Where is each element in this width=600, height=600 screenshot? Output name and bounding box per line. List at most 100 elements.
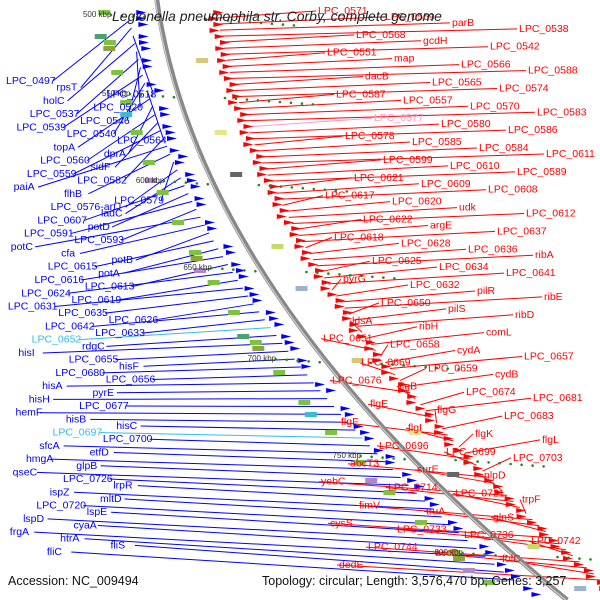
callout-line-right (499, 558, 594, 575)
plus-strand-gene (269, 184, 280, 189)
plus-strand-gene (274, 196, 285, 201)
callout-line-right (312, 248, 467, 261)
scale-mark-label: 750 kbp (333, 451, 362, 460)
gene-label-left: LPC_0579 (114, 194, 164, 206)
gene-label-right: udk (459, 202, 477, 214)
gene-label-left: cfa (61, 247, 75, 259)
gene-label-right: LPC_0571 (318, 5, 368, 17)
plus-strand-gene (279, 208, 290, 213)
gene-label-right: pilS (448, 303, 466, 315)
gene-label-right: argE (430, 219, 452, 231)
callout-line-right (291, 213, 525, 224)
callout-line-left (146, 90, 165, 141)
minus-strand-gene (523, 586, 534, 591)
callout-line-left (134, 544, 504, 573)
callout-line-right (324, 266, 438, 279)
minus-strand-gene (297, 358, 308, 363)
accession-text: Accession: NC_009494 (8, 574, 139, 588)
gene-label-left: LPC_0564 (117, 135, 167, 147)
callout-line-left (90, 418, 349, 423)
feature-block (415, 520, 427, 525)
callout-line-left (39, 412, 341, 415)
gene-label-left: LPC_0631 (8, 301, 58, 313)
gene-label-right: LPC_0617 (325, 190, 375, 202)
callout-line-left (70, 200, 193, 235)
callout-line-left (77, 98, 151, 148)
minus-strand-gene (142, 64, 153, 69)
gene-label-right: pyrG (343, 273, 366, 285)
minus-strand-gene (205, 220, 215, 225)
feature-block (144, 178, 157, 183)
gene-label-left: LPC_0626 (109, 314, 159, 326)
gene-label-right: flgL (542, 434, 559, 446)
callout-line-right (370, 332, 485, 345)
callout-line-left (149, 438, 370, 447)
plus-strand-gene (267, 190, 278, 195)
plus-strand-gene (229, 82, 240, 87)
feature-block (189, 250, 202, 255)
plus-strand-gene (284, 220, 294, 225)
gene-label-left: glpB (76, 460, 97, 472)
gene-label-left: lspE (87, 506, 107, 518)
minus-strand-gene (138, 40, 149, 45)
gene-label-right: LPC_0636 (468, 243, 518, 255)
minus-strand-gene (274, 322, 285, 327)
plus-strand-gene (313, 274, 324, 279)
callout-line-right (338, 421, 448, 436)
plus-strand-gene (539, 532, 550, 537)
callout-line-right (305, 236, 333, 249)
gene-label-right: ribA (535, 249, 554, 261)
plus-strand-gene (327, 292, 338, 297)
plus-strand-gene (237, 118, 248, 123)
plus-strand-gene (349, 322, 360, 327)
gene-label-right: LPC_0699 (446, 446, 496, 458)
feature-block (94, 34, 107, 39)
plus-strand-gene (372, 352, 383, 357)
gene-label-right: LPC_0583 (537, 106, 587, 118)
gene-label-right: map (394, 53, 415, 65)
plus-strand-gene (291, 226, 302, 231)
callout-line-left (140, 425, 356, 431)
gene-label-left: rdgC (82, 340, 105, 352)
plus-strand-gene (276, 214, 287, 219)
gene-label-left: LPC_0680 (55, 367, 105, 379)
plus-strand-gene (444, 442, 455, 447)
plus-strand-gene (213, 22, 224, 27)
feature-block (298, 400, 311, 405)
gene-label-left: LPC_0560 (40, 155, 90, 167)
callout-line-right (267, 165, 449, 176)
minus-strand-gene (223, 244, 234, 249)
minus-strand-gene (407, 478, 418, 483)
minus-strand-gene (385, 454, 396, 459)
gene-label-right: LPC_0589 (517, 166, 567, 178)
callout-line-right (482, 457, 512, 472)
callout-line-left (125, 177, 182, 215)
callout-line-right (223, 40, 422, 49)
plus-strand-gene (365, 340, 376, 345)
gene-label-right: pilR (477, 285, 496, 297)
callout-line-left (100, 465, 401, 478)
callout-line-right (226, 52, 326, 61)
minus-strand-gene (165, 130, 176, 135)
gene-label-right: flgK (475, 428, 493, 440)
gene-label-left: LPC_0518 (107, 88, 157, 100)
minus-strand-gene (159, 106, 170, 111)
plus-strand-gene (493, 484, 504, 489)
callout-line-left (78, 327, 271, 341)
minus-strand-gene (429, 502, 440, 507)
gene-label-right: LPC_0542 (490, 41, 540, 53)
plus-strand-gene (425, 418, 436, 423)
gene-label-right: ribE (544, 291, 563, 303)
gene-label-right: LPC_0588 (528, 65, 578, 77)
minus-strand-gene (146, 82, 157, 87)
callout-line-right (219, 22, 451, 31)
feature-block (351, 358, 364, 363)
callout-line-right (389, 356, 523, 369)
plus-strand-gene (406, 400, 417, 405)
callout-line-right (434, 410, 438, 423)
gene-label-right: flgG (437, 404, 456, 416)
feature-block (120, 112, 133, 117)
gene-label-right: LPC_0657 (524, 351, 574, 363)
plus-strand-gene (573, 562, 584, 567)
